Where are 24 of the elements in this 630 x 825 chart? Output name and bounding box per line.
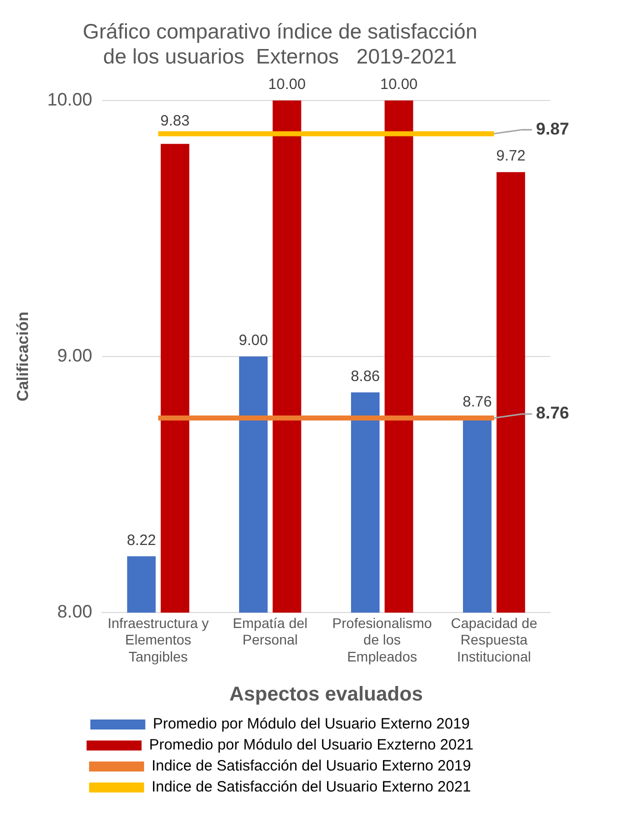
chart-title: Gráfico comparativo índice de satisfacción de los usuarios Externos 2019-2021 (82, 20, 478, 69)
x-tick-label: Profesionalismo de los Empleados (332, 614, 432, 664)
data-label: 9.00 (238, 332, 268, 350)
y-tick-label: 10.00 (47, 89, 92, 110)
x-tick-label: Infraestructura y Elementos Tangibles (108, 614, 209, 664)
data-label: 8.86 (350, 368, 380, 385)
data-label: 8.22 (126, 532, 156, 549)
legend-label: Promedio por Módulo del Usuario Exzterno 2021 (149, 736, 474, 754)
data-label: 8.76 (462, 394, 492, 411)
x-tick-label: Empatía del Personal (232, 614, 308, 648)
data-label: 8.76 (536, 404, 570, 423)
x-tick-label: Capacidad de Respuesta Institucional (450, 614, 538, 664)
data-label: 9.83 (160, 112, 190, 130)
legend-label: Indice de Satisfacción del Usuario Externo 2019 (152, 758, 471, 775)
data-label: 10.00 (268, 76, 306, 94)
legend-label: Indice de Satisfacción del Usuario Externo 2021 (152, 778, 471, 796)
x-axis-title: Aspectos evaluados (229, 684, 423, 706)
legend-label: Promedio por Módulo del Usuario Externo 2019 (152, 716, 470, 733)
data-label: 9.72 (496, 148, 526, 165)
y-axis-title: Calificación (15, 312, 32, 402)
data-label: 9.87 (536, 119, 570, 138)
y-tick-label: 8.00 (57, 602, 92, 622)
data-label: 10.00 (380, 76, 418, 94)
y-tick-label: 9.00 (57, 345, 92, 366)
